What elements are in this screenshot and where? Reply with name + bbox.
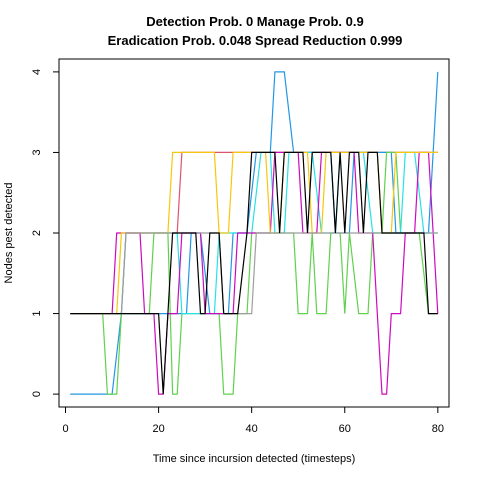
y-tick-label: 3	[31, 149, 43, 155]
y-tick-label: 4	[31, 69, 43, 75]
x-tick-label: 40	[246, 423, 258, 435]
y-tick-label: 2	[31, 230, 43, 236]
series-group	[70, 71, 439, 395]
chart-subtitle: Eradication Prob. 0.048 Spread Reduction…	[108, 33, 403, 48]
x-axis: 0 20 40 60 80	[62, 407, 444, 435]
series-line-4	[70, 151, 438, 315]
x-tick-label: 20	[152, 423, 164, 435]
y-tick-label: 0	[31, 391, 43, 397]
series-line-7	[70, 232, 438, 315]
x-tick-label: 80	[432, 423, 444, 435]
chart-title: Detection Prob. 0 Manage Prob. 0.9	[146, 14, 363, 29]
x-axis-label: Time since incursion detected (timesteps…	[153, 453, 356, 465]
series-line-8	[70, 151, 438, 395]
y-axis-label: Nodes pest detected	[3, 183, 15, 284]
x-tick-label: 60	[339, 423, 351, 435]
y-tick-label: 1	[31, 310, 43, 316]
y-axis: 0 1 2 3 4	[31, 69, 59, 397]
x-tick-label: 0	[62, 423, 68, 435]
